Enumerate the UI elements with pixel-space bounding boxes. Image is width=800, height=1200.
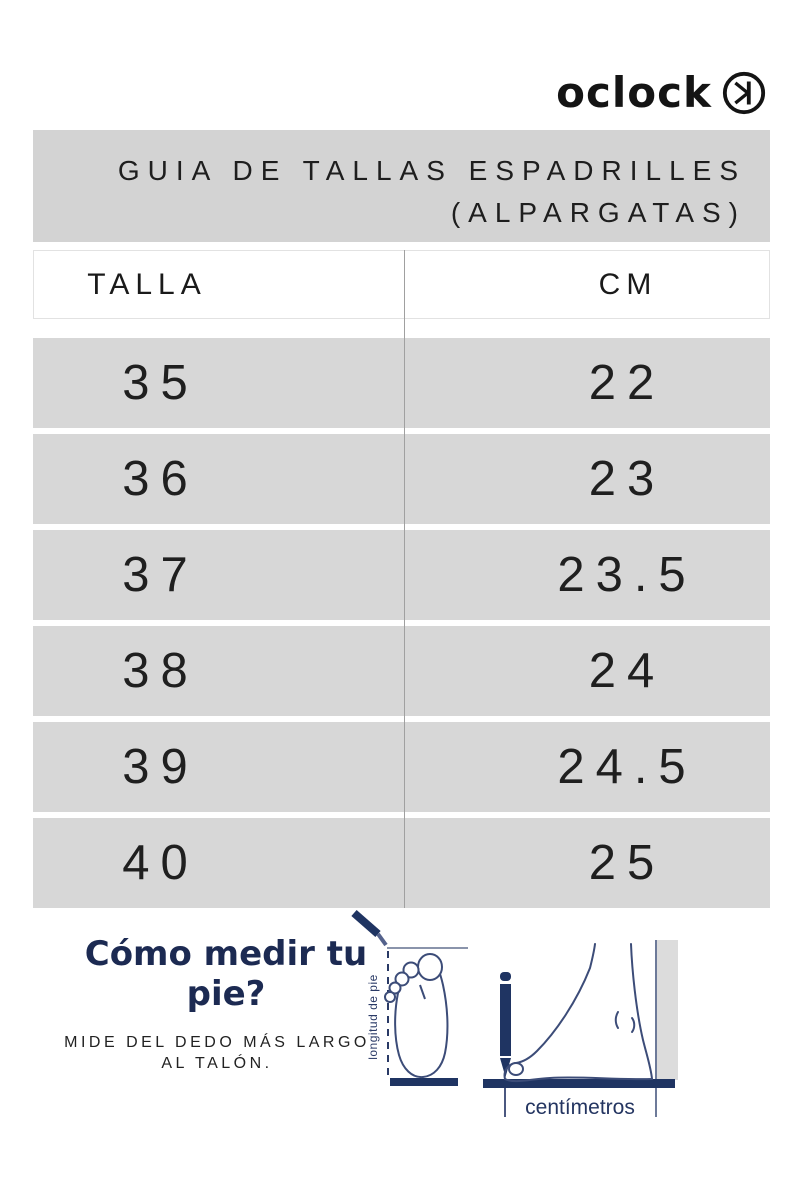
foot-sole-outline bbox=[394, 959, 449, 1079]
cm-cell: 23 bbox=[588, 452, 666, 506]
brand-logo: oclock bbox=[556, 70, 767, 116]
column-divider-line bbox=[404, 250, 405, 908]
k-in-circle-icon bbox=[721, 70, 767, 116]
size-cell: 35 bbox=[122, 356, 199, 410]
howto-heading-line1: Cómo medir tu bbox=[84, 934, 368, 974]
pencil-icon bbox=[351, 909, 381, 938]
floor-bar bbox=[483, 1079, 675, 1088]
big-toe bbox=[417, 953, 443, 981]
howto-instruction: MIDE DEL DEDO MÁS LARGO AL TALÓN. bbox=[47, 1032, 387, 1074]
table-row: 40 25 bbox=[33, 818, 770, 908]
table-row: 36 23 bbox=[33, 434, 770, 524]
foot-sole-line bbox=[504, 1076, 653, 1083]
column-header-cm: CM bbox=[598, 267, 658, 301]
toe bbox=[394, 971, 410, 987]
toe bbox=[388, 981, 402, 995]
size-cell: 39 bbox=[122, 740, 199, 794]
foot-back-outline bbox=[630, 943, 653, 1080]
table-row: 38 24 bbox=[33, 626, 770, 716]
cm-cell: 24.5 bbox=[557, 740, 697, 794]
foot-length-illustration: longitud de pie bbox=[340, 905, 475, 1095]
howto-heading-line2: pie? bbox=[186, 974, 266, 1014]
size-cell: 40 bbox=[122, 836, 199, 890]
cm-cell: 24 bbox=[588, 644, 666, 698]
foot-crease bbox=[419, 984, 426, 1000]
table-row: 37 23.5 bbox=[33, 530, 770, 620]
ankle-mark bbox=[614, 1011, 619, 1029]
howto-instruction-line2: AL TALÓN. bbox=[161, 1055, 273, 1072]
ankle-mark bbox=[631, 1017, 636, 1033]
size-cell: 37 bbox=[122, 548, 199, 602]
cm-cell: 25 bbox=[588, 836, 666, 890]
table-row: 39 24.5 bbox=[33, 722, 770, 812]
table-header-row: TALLA CM bbox=[33, 250, 770, 319]
foot-length-label: longitud de pie bbox=[366, 974, 380, 1060]
size-cell: 36 bbox=[122, 452, 199, 506]
howto-heading: Cómo medir tu pie? bbox=[56, 934, 396, 1014]
pencil-icon bbox=[500, 972, 511, 1077]
column-header-talla: TALLA bbox=[87, 267, 207, 301]
size-cell: 38 bbox=[122, 644, 199, 698]
table-row: 35 22 bbox=[33, 338, 770, 428]
foot-measure-illustration: centímetros bbox=[480, 930, 695, 1125]
cm-cell: 22 bbox=[588, 356, 666, 410]
big-toe bbox=[508, 1062, 524, 1076]
toe bbox=[384, 991, 396, 1003]
brand-logo-text: oclock bbox=[556, 68, 712, 117]
foot-front-outline bbox=[503, 943, 596, 1080]
wall bbox=[657, 940, 678, 1080]
title-line2: (ALPARGATAS) bbox=[450, 197, 746, 228]
floor-bar bbox=[390, 1078, 458, 1086]
title-line1: GUIA DE TALLAS ESPADRILLES bbox=[117, 155, 746, 186]
howto-instruction-line1: MIDE DEL DEDO MÁS LARGO bbox=[64, 1034, 370, 1051]
cm-cell: 23.5 bbox=[557, 548, 697, 602]
title-band: GUIA DE TALLAS ESPADRILLES (ALPARGATAS) bbox=[33, 130, 770, 242]
centimeters-label: centímetros bbox=[525, 1096, 635, 1119]
